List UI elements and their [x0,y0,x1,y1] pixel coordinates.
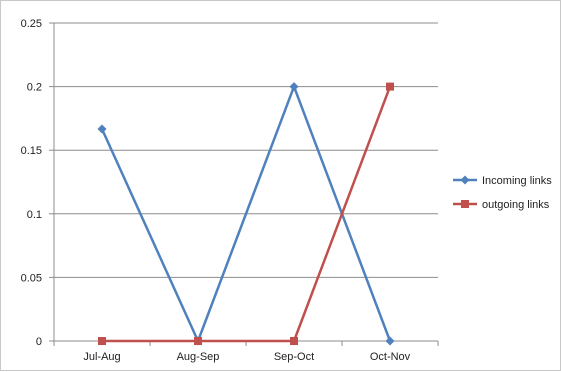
data-point [385,336,395,346]
data-point [386,82,394,91]
x-tick-label: Sep-Oct [274,351,314,363]
x-tick-label: Aug-Sep [177,351,220,363]
x-tick-label: Jul-Aug [83,351,120,363]
y-tick-label: 0.1 [27,209,42,221]
legend-label: Incoming links [482,175,552,187]
x-tick-label: Oct-Nov [370,351,411,363]
data-point [289,82,299,92]
gridlines [54,22,438,278]
legend: Incoming links outgoing links [453,175,552,211]
series-layer [97,82,395,346]
legend-marker [461,200,469,208]
y-tick-label: 0.05 [21,272,42,284]
series-line [102,86,392,343]
series-1 [98,82,394,345]
legend-entry: Incoming links [453,175,552,187]
data-point [290,337,298,345]
data-point [97,124,107,134]
y-tick-label: 0.25 [21,18,42,30]
data-point [98,337,106,345]
axes: 0 0.05 0.1 0.15 0.2 0.25 Jul-Aug Aug-Sep Sep-Oct… [21,18,439,363]
legend-label: outgoing links [482,199,550,211]
data-point [194,337,202,345]
y-tick-label: 0 [36,336,42,348]
y-tick-label: 0.2 [27,82,42,94]
y-tick-label: 0.15 [21,145,42,157]
legend-marker [460,175,470,185]
legend-entry: outgoing links [453,199,550,211]
